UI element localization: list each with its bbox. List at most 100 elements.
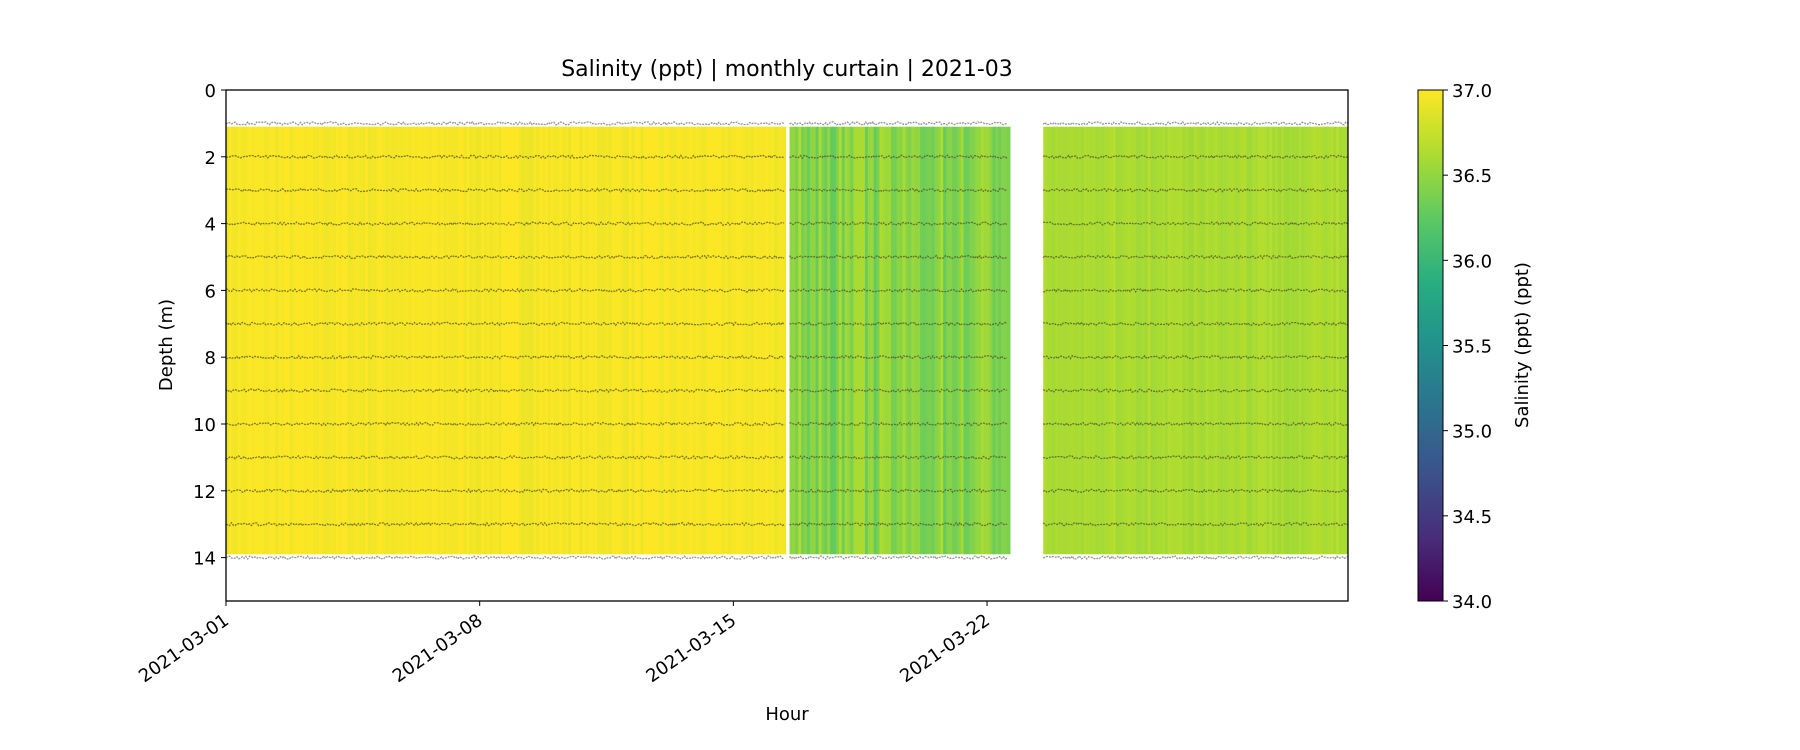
salinity-cell — [1078, 126, 1082, 555]
salinity-cell — [646, 126, 650, 555]
salinity-cell — [1051, 126, 1056, 555]
salinity-cell — [252, 126, 256, 555]
salinity-cell — [640, 126, 645, 555]
x-tick-label: 2021-03-08 — [389, 610, 487, 687]
salinity-cell — [434, 126, 439, 555]
salinity-cell — [891, 126, 895, 555]
salinity-cell — [553, 126, 558, 555]
salinity-cell — [715, 126, 720, 555]
salinity-cell — [455, 126, 459, 555]
salinity-cell — [759, 126, 763, 555]
salinity-cell — [498, 126, 503, 555]
y-tick-label: 2 — [205, 148, 216, 169]
salinity-cell — [1272, 126, 1276, 555]
salinity-cell — [657, 126, 662, 555]
salinity-cell — [756, 126, 761, 555]
sensor-depth-line — [789, 221, 1008, 226]
salinity-cell — [1289, 126, 1294, 555]
salinity-cell — [669, 126, 674, 555]
salinity-cell — [1286, 126, 1291, 555]
salinity-cell — [312, 126, 317, 555]
sensor-depth-line — [1042, 120, 1348, 126]
salinity-cell — [533, 126, 537, 555]
sensor-depth-line — [1042, 154, 1348, 160]
salinity-cell — [234, 126, 239, 555]
salinity-cell — [289, 126, 294, 555]
salinity-cell — [684, 126, 688, 555]
salinity-cell — [862, 126, 866, 555]
salinity-cell — [768, 126, 772, 555]
salinity-cell — [718, 126, 723, 555]
salinity-cell — [1101, 126, 1105, 555]
salinity-cell — [736, 126, 740, 555]
salinity-cell — [542, 126, 546, 555]
salinity-cell — [333, 126, 337, 555]
salinity-cell — [376, 126, 381, 555]
salinity-cell — [478, 126, 482, 555]
sensor-depth-line — [1042, 187, 1348, 193]
salinity-cell — [463, 126, 468, 555]
salinity-cell — [550, 126, 555, 555]
salinity-cell — [905, 126, 910, 555]
salinity-cell — [275, 126, 279, 555]
salinity-cell — [1167, 126, 1172, 555]
curtain-segment-1 — [788, 120, 1011, 561]
sensor-depth-line — [226, 154, 785, 160]
salinity-cell — [1133, 126, 1137, 555]
salinity-cell — [304, 126, 308, 555]
salinity-cell — [1266, 126, 1270, 555]
sensor-depth-line — [226, 120, 785, 127]
salinity-cell — [1217, 126, 1221, 555]
colorbar-tick-label: 34.5 — [1452, 507, 1492, 528]
salinity-cell — [339, 126, 343, 555]
salinity-cell — [353, 126, 358, 555]
salinity-cell — [1234, 126, 1239, 555]
salinity-cell — [573, 126, 578, 555]
salinity-cell — [782, 126, 787, 555]
salinity-cell — [321, 126, 326, 555]
salinity-cell — [469, 126, 474, 555]
salinity-cell — [870, 126, 875, 555]
salinity-cell — [530, 126, 534, 555]
salinity-cell — [992, 126, 996, 555]
salinity-cell — [631, 126, 636, 555]
salinity-cell — [1098, 126, 1102, 555]
salinity-cell — [460, 126, 465, 555]
salinity-cell — [608, 126, 613, 555]
salinity-cell — [307, 126, 311, 555]
salinity-cell — [765, 126, 769, 555]
salinity-cell — [1153, 126, 1157, 555]
sensor-depth-line — [1043, 555, 1348, 561]
salinity-cell — [1072, 126, 1076, 555]
salinity-cell — [466, 126, 471, 555]
salinity-cell — [295, 126, 300, 555]
salinity-cell — [879, 126, 883, 555]
salinity-cell — [1006, 126, 1011, 555]
salinity-cell — [827, 126, 831, 555]
salinity-cell — [698, 126, 703, 555]
salinity-cell — [379, 126, 384, 555]
salinity-cell — [1069, 126, 1073, 555]
salinity-cell — [934, 126, 938, 555]
plot-area — [226, 120, 1348, 561]
salinity-cell — [1249, 126, 1253, 555]
salinity-cell — [556, 126, 561, 555]
salinity-cell — [713, 126, 717, 555]
salinity-cell — [838, 126, 843, 555]
salinity-cell — [605, 126, 610, 555]
salinity-cell — [835, 126, 840, 555]
salinity-cell — [515, 126, 520, 555]
salinity-cell — [1263, 126, 1268, 555]
sensor-depth-line — [1043, 287, 1348, 293]
salinity-cell — [283, 126, 288, 555]
y-tick-label: 12 — [193, 482, 216, 503]
salinity-cell — [240, 126, 244, 555]
sensor-depth-line — [1042, 521, 1348, 527]
salinity-cell — [301, 126, 305, 555]
salinity-cell — [246, 126, 250, 555]
salinity-cell — [704, 126, 708, 555]
salinity-cell — [1049, 126, 1053, 555]
salinity-cell — [1336, 126, 1340, 555]
salinity-cell — [789, 126, 794, 555]
salinity-cell — [518, 126, 523, 555]
